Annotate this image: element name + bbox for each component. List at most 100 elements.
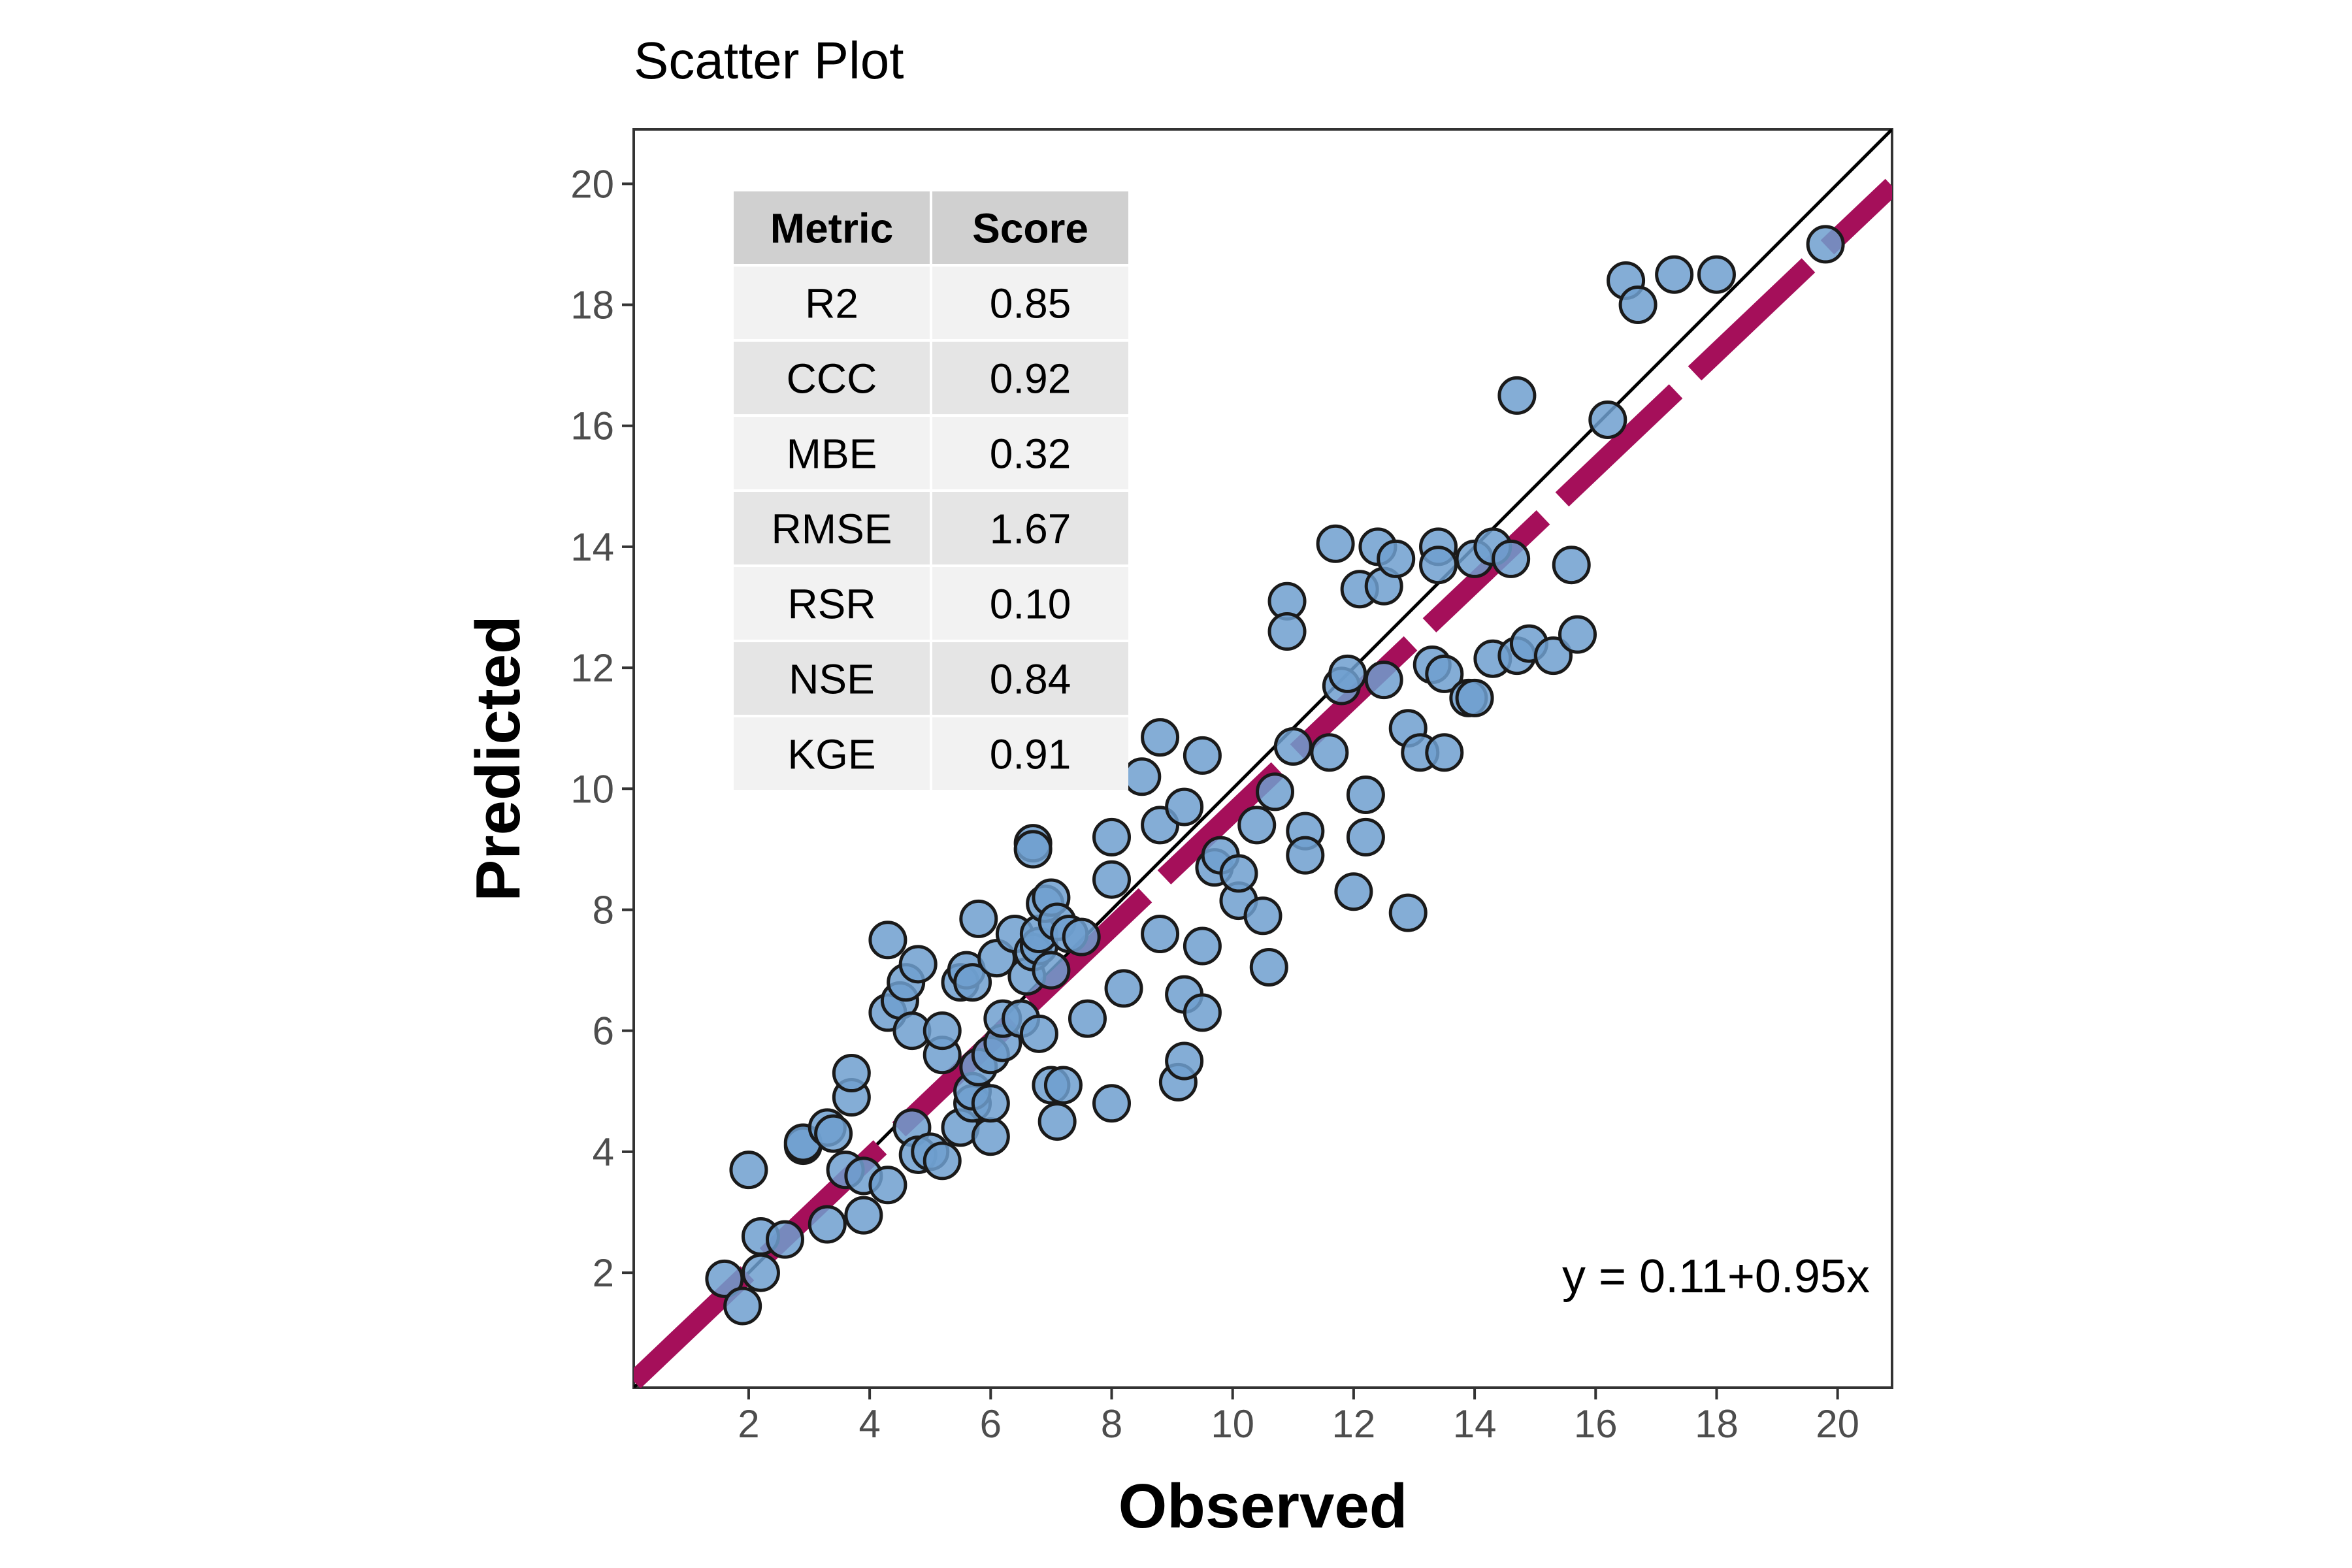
data-point <box>953 963 992 1002</box>
data-point <box>1256 772 1295 811</box>
data-point <box>1618 286 1658 325</box>
table-cell-text: KGE <box>787 731 875 778</box>
y-tick-label: 6 <box>593 1009 614 1053</box>
data-point <box>1316 524 1355 563</box>
data-point <box>1237 806 1277 845</box>
data-point <box>1183 736 1222 775</box>
data-point <box>923 1011 962 1051</box>
axes-layer: 2 4 6 8 10 12 14 16 18 20 2 4 6 8 10 12 14 16 18 20 <box>570 162 1859 1446</box>
data-point <box>1141 915 1180 954</box>
data-point <box>868 1166 907 1205</box>
data-point <box>1558 615 1597 654</box>
data-point <box>1328 654 1367 693</box>
data-point <box>1425 733 1464 772</box>
data-point <box>741 1253 780 1292</box>
data-point <box>1267 612 1307 651</box>
y-tick-label: 14 <box>570 525 614 569</box>
data-point <box>1697 255 1736 294</box>
x-tick-label: 6 <box>980 1402 1002 1446</box>
data-point <box>729 1151 768 1190</box>
data-point <box>1032 951 1071 990</box>
data-point <box>1183 926 1222 966</box>
table-cell-text: 0.92 <box>990 355 1071 402</box>
regression-equation: y = 0.11+0.95x <box>1562 1250 1870 1303</box>
table-cell-text: MBE <box>787 431 877 478</box>
data-point <box>1533 636 1573 676</box>
chart-title: Scatter Plot <box>634 31 904 90</box>
table-cell <box>932 342 1128 414</box>
data-point <box>1364 661 1403 700</box>
table-cell-text: 0.91 <box>990 731 1071 778</box>
table-cell <box>734 567 930 640</box>
data-point <box>1092 817 1132 857</box>
data-point <box>1377 539 1416 578</box>
x-tick-label: 2 <box>738 1402 759 1446</box>
data-point <box>1092 860 1132 899</box>
x-tick-label: 14 <box>1453 1402 1497 1446</box>
data-point <box>868 921 907 960</box>
table-cell-text: R2 <box>805 280 858 327</box>
table-cell-text: 1.67 <box>990 506 1071 553</box>
table-cell-text: NSE <box>789 656 875 703</box>
x-axis-title: Observed <box>1119 1471 1408 1541</box>
data-point <box>1455 678 1494 717</box>
x-tick-label: 10 <box>1211 1402 1254 1446</box>
data-point <box>1552 546 1591 585</box>
table-cell-text: RSR <box>787 581 875 628</box>
table-cell <box>734 717 930 790</box>
x-tick-label: 12 <box>1332 1402 1376 1446</box>
table-cell-text: RMSE <box>772 506 892 553</box>
data-point <box>1062 917 1101 956</box>
data-point <box>1104 969 1143 1008</box>
points-layer <box>705 225 1845 1326</box>
y-tick-label: 12 <box>570 646 614 690</box>
data-point <box>1655 255 1694 294</box>
table-cell-text: 0.10 <box>990 581 1071 628</box>
x-tick-label: 8 <box>1101 1402 1122 1446</box>
x-tick-label: 16 <box>1574 1402 1618 1446</box>
y-tick-label: 2 <box>593 1251 614 1295</box>
table-cell-text: CCC <box>787 355 877 402</box>
data-point <box>923 1141 962 1181</box>
data-point <box>1425 654 1464 693</box>
data-point <box>1497 376 1537 415</box>
table-cell <box>734 642 930 715</box>
table-header-cell <box>932 191 1128 264</box>
metrics-table: Metric Score R2 0.85 CCC 0.92 MBE 0.32 RMSE 1.67 R… <box>734 191 1128 790</box>
data-point <box>1043 1066 1083 1105</box>
x-tick-label: 18 <box>1695 1402 1739 1446</box>
data-point <box>814 1114 853 1153</box>
data-point <box>1013 830 1053 869</box>
data-point <box>1273 727 1313 766</box>
data-point <box>898 945 938 984</box>
data-point <box>765 1220 804 1259</box>
y-tick-label: 8 <box>593 888 614 932</box>
data-point <box>723 1286 762 1326</box>
data-point <box>1249 947 1288 987</box>
x-tick-label: 20 <box>1816 1402 1859 1446</box>
y-tick-label: 16 <box>570 404 614 448</box>
data-point <box>1492 539 1531 578</box>
table-cell-text: 0.84 <box>990 656 1071 703</box>
table-cell <box>932 642 1128 715</box>
data-point <box>1092 1084 1132 1123</box>
table-cell-text: 0.85 <box>990 280 1071 327</box>
data-point <box>1219 854 1258 893</box>
table-header-text: Score <box>972 205 1088 252</box>
data-point <box>1806 225 1845 264</box>
data-point <box>808 1205 847 1244</box>
y-tick-label: 4 <box>593 1130 614 1174</box>
data-point <box>1037 1102 1077 1141</box>
y-tick-label: 18 <box>570 284 614 327</box>
y-tick-label: 10 <box>570 767 614 811</box>
data-point <box>1165 787 1204 826</box>
data-point <box>1165 1041 1204 1081</box>
table-cell <box>932 267 1128 339</box>
data-point <box>1068 999 1107 1038</box>
data-point <box>1019 1014 1058 1053</box>
table-cell <box>734 417 930 489</box>
data-point <box>971 1084 1010 1123</box>
table-cell-text: 0.32 <box>990 431 1071 478</box>
table-cell <box>734 492 930 564</box>
